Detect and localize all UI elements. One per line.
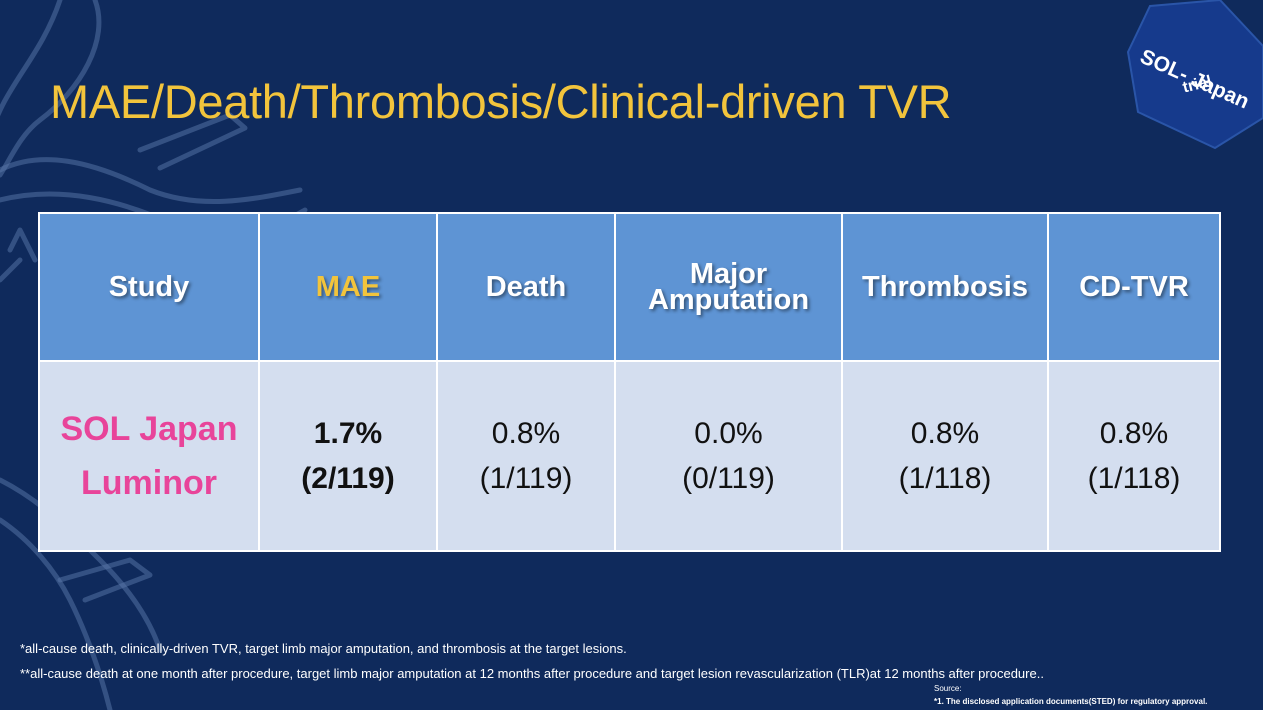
study-name-line1: SOL Japan	[60, 410, 238, 448]
header-study: Study	[38, 212, 260, 362]
mae-count: (2/119)	[301, 462, 395, 495]
header-mae: MAE	[258, 212, 438, 362]
header-cd-tvr: CD-TVR	[1047, 212, 1221, 362]
header-major-line1: Major	[689, 258, 768, 290]
death-cell: 0.8% (1/119)	[436, 360, 616, 552]
header-death: Death	[436, 212, 616, 362]
study-name-cell: SOL Japan Luminor	[38, 360, 260, 552]
header-thrombosis: Thrombosis	[841, 212, 1049, 362]
death-rate: 0.8%	[491, 417, 561, 450]
results-table: Study MAE Death Major Amputation Thrombo…	[38, 212, 1221, 552]
thrombosis-cell: 0.8% (1/118)	[841, 360, 1049, 552]
table-header-row: Study MAE Death Major Amputation Thrombo…	[38, 212, 1221, 362]
mae-rate: 1.7%	[313, 417, 383, 450]
major-amputation-count: (0/119)	[682, 462, 775, 495]
major-amputation-cell: 0.0% (0/119)	[614, 360, 843, 552]
cd-tvr-count: (1/118)	[1087, 462, 1181, 495]
header-major-amputation: Major Amputation	[614, 212, 843, 362]
source-label: Source:	[934, 684, 962, 693]
death-count: (1/119)	[479, 462, 573, 495]
trial-badge	[1126, 0, 1263, 150]
mae-cell: 1.7% (2/119)	[258, 360, 438, 552]
study-name-line2: Luminor	[81, 464, 217, 502]
thrombosis-count: (1/118)	[898, 462, 992, 495]
source-note: *1. The disclosed application documents(…	[934, 697, 1208, 706]
header-major-line2: Amputation	[647, 284, 810, 316]
table-row: SOL Japan Luminor 1.7% (2/119) 0.8% (1/1…	[38, 360, 1221, 552]
major-amputation-rate: 0.0%	[694, 417, 763, 450]
cd-tvr-cell: 0.8% (1/118)	[1047, 360, 1221, 552]
footnote-1: *all-cause death, clinically-driven TVR,…	[20, 641, 627, 656]
footnote-2: **all-cause death at one month after pro…	[20, 666, 1044, 681]
cd-tvr-rate: 0.8%	[1099, 417, 1169, 450]
thrombosis-rate: 0.8%	[910, 417, 980, 450]
slide-title: MAE/Death/Thrombosis/Clinical-driven TVR	[50, 75, 952, 128]
